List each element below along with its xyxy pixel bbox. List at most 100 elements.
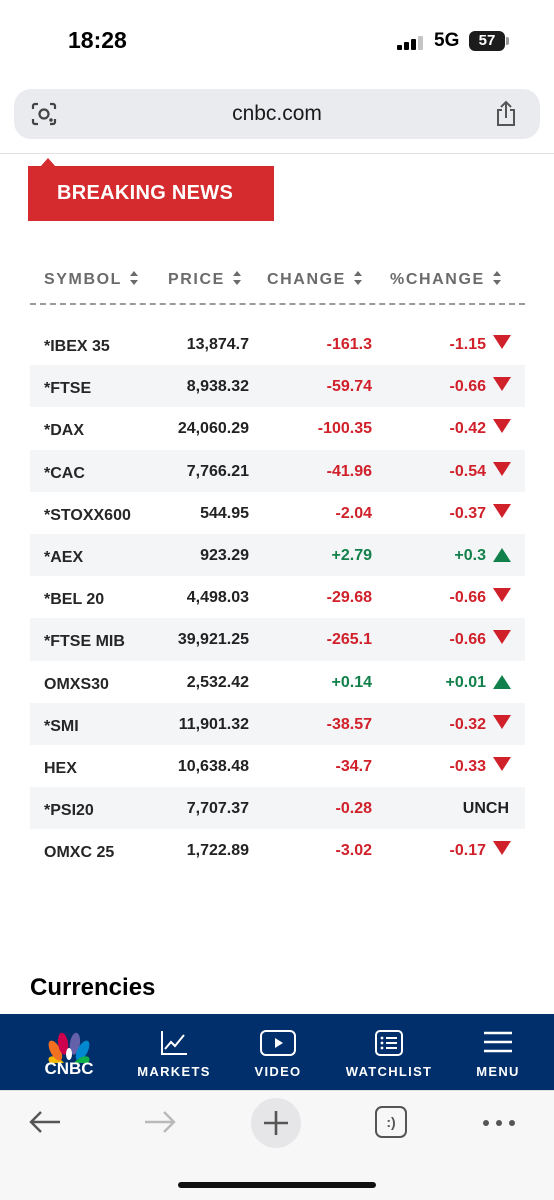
row-symbol[interactable]: HEX <box>44 759 77 777</box>
table-row[interactable]: *BEL 20 4,498.03 -29.68 -0.66 <box>30 576 525 618</box>
row-price: 4,498.03 <box>186 589 249 607</box>
down-arrow-icon <box>493 503 511 518</box>
row-symbol[interactable]: *AEX <box>44 548 84 566</box>
share-icon[interactable] <box>494 100 518 128</box>
row-change: -34.7 <box>335 757 372 775</box>
peacock-icon <box>48 1032 90 1071</box>
network-type: 5G <box>434 30 460 51</box>
camera-lens-icon[interactable] <box>31 102 57 126</box>
nav-label: VIDEO <box>254 1064 302 1079</box>
row-price: 8,938.32 <box>186 378 249 396</box>
browser-toolbar: :) <box>0 1090 554 1200</box>
row-symbol[interactable]: *PSI20 <box>44 802 94 820</box>
breaking-news-banner[interactable]: BREAKING NEWS <box>28 166 274 221</box>
down-arrow-icon <box>493 588 511 603</box>
row-symbol[interactable]: *DAX <box>44 422 85 440</box>
new-tab-button[interactable] <box>251 1098 301 1148</box>
page-divider <box>0 153 554 154</box>
row-change: -161.3 <box>326 336 372 353</box>
sort-icon <box>129 271 139 285</box>
nav-video[interactable]: VIDEO <box>240 1014 316 1090</box>
row-pct-change: -0.37 <box>449 504 486 522</box>
nav-watchlist[interactable]: WATCHLIST <box>343 1014 435 1090</box>
cnbc-nav-bar: CNBC MARKETS VIDEO WATCHLIST MENU <box>0 1014 554 1090</box>
url-text[interactable]: cnbc.com <box>232 102 322 125</box>
tab-switcher-button[interactable]: :) <box>375 1106 407 1138</box>
column-header-pct-change[interactable]: %CHANGE <box>390 271 501 289</box>
row-symbol[interactable]: *FTSE <box>44 380 92 398</box>
play-icon <box>260 1030 296 1056</box>
chart-line-icon <box>161 1031 187 1055</box>
table-row[interactable]: *FTSE MIB 39,921.25 -265.1 -0.66 <box>30 618 525 661</box>
signal-icon <box>397 36 427 50</box>
table-row[interactable]: *SMI 11,901.32 -38.57 -0.32 <box>30 702 525 745</box>
up-arrow-icon <box>493 674 511 689</box>
row-change: +0.14 <box>331 673 372 691</box>
row-pct-change: -0.17 <box>449 842 486 860</box>
row-price: 13,874.7 <box>186 336 249 353</box>
row-price: 7,707.37 <box>186 800 249 818</box>
forward-arrow-icon[interactable] <box>143 1110 177 1134</box>
currencies-heading: Currencies <box>30 974 156 1001</box>
table-row[interactable]: OMXS30 2,532.42 +0.14 +0.01 <box>30 661 525 703</box>
row-symbol[interactable]: *STOXX600 <box>44 506 131 524</box>
row-symbol[interactable]: *SMI <box>44 717 79 735</box>
sort-icon <box>232 271 241 285</box>
nav-markets[interactable]: MARKETS <box>135 1014 213 1090</box>
address-bar[interactable]: cnbc.com <box>14 89 540 139</box>
status-bar: 18:28 5G 57 <box>0 0 554 80</box>
row-symbol[interactable]: *IBEX 35 <box>44 338 110 355</box>
cnbc-logo[interactable]: CNBC <box>38 1027 100 1079</box>
list-icon <box>375 1030 403 1056</box>
table-row[interactable]: *CAC 7,766.21 -41.96 -0.54 <box>30 449 525 492</box>
column-header-symbol[interactable]: SYMBOL <box>44 271 139 289</box>
row-symbol[interactable]: *CAC <box>44 464 85 482</box>
row-pct-change: +0.01 <box>445 673 486 691</box>
plus-icon <box>264 1111 288 1135</box>
row-price: 544.95 <box>200 504 249 522</box>
row-symbol[interactable]: *FTSE MIB <box>44 633 125 651</box>
row-price: 2,532.42 <box>186 673 249 691</box>
table-row[interactable]: *PSI20 7,707.37 -0.28 UNCH <box>30 787 525 830</box>
row-pct-change: -0.54 <box>449 462 486 480</box>
table-row[interactable]: *AEX 923.29 +2.79 +0.3 <box>30 533 525 577</box>
row-pct-change: -1.15 <box>449 336 486 353</box>
column-header-change[interactable]: CHANGE <box>267 271 362 289</box>
row-price: 24,060.29 <box>177 420 249 438</box>
row-price: 923.29 <box>200 546 249 564</box>
row-symbol[interactable]: OMXC 25 <box>44 844 115 862</box>
back-arrow-icon[interactable] <box>28 1110 62 1134</box>
battery-cap <box>506 37 509 45</box>
header-divider <box>30 303 525 305</box>
table-row[interactable]: HEX 10,638.48 -34.7 -0.33 <box>30 745 525 787</box>
table-row[interactable]: OMXC 25 1,722.89 -3.02 -0.17 <box>30 829 525 871</box>
row-change: -3.02 <box>335 842 372 860</box>
status-time: 18:28 <box>68 27 127 53</box>
hamburger-icon <box>484 1031 512 1053</box>
row-change: -59.74 <box>326 378 372 396</box>
nav-menu[interactable]: MENU <box>468 1014 528 1090</box>
row-change: -100.35 <box>317 420 372 438</box>
table-row[interactable]: *STOXX600 544.95 -2.04 -0.37 <box>30 492 525 534</box>
table-row[interactable]: *FTSE 8,938.32 -59.74 -0.66 <box>30 365 525 408</box>
row-change: -0.28 <box>335 800 372 818</box>
down-arrow-icon <box>493 841 511 856</box>
row-price: 11,901.32 <box>178 715 249 733</box>
row-symbol[interactable]: *BEL 20 <box>44 591 105 609</box>
row-pct-change: -0.66 <box>449 631 486 649</box>
table-row[interactable]: *IBEX 35 13,874.7 -161.3 -1.15 <box>30 323 525 365</box>
home-indicator <box>178 1182 376 1188</box>
row-pct-change: -0.66 <box>449 378 486 396</box>
table-row[interactable]: *DAX 24,060.29 -100.35 -0.42 <box>30 407 525 449</box>
sort-icon <box>492 271 501 285</box>
breaking-news-notch <box>40 158 56 167</box>
more-options-icon[interactable] <box>482 1119 516 1127</box>
sort-icon <box>353 271 362 285</box>
nav-label: MARKETS <box>137 1064 211 1079</box>
row-price: 10,638.48 <box>177 757 249 775</box>
row-symbol[interactable]: OMXS30 <box>44 675 109 693</box>
row-change: +2.79 <box>331 546 372 564</box>
column-header-price[interactable]: PRICE <box>168 271 241 289</box>
row-pct-change: -0.66 <box>449 589 486 607</box>
row-price: 7,766.21 <box>186 462 249 480</box>
